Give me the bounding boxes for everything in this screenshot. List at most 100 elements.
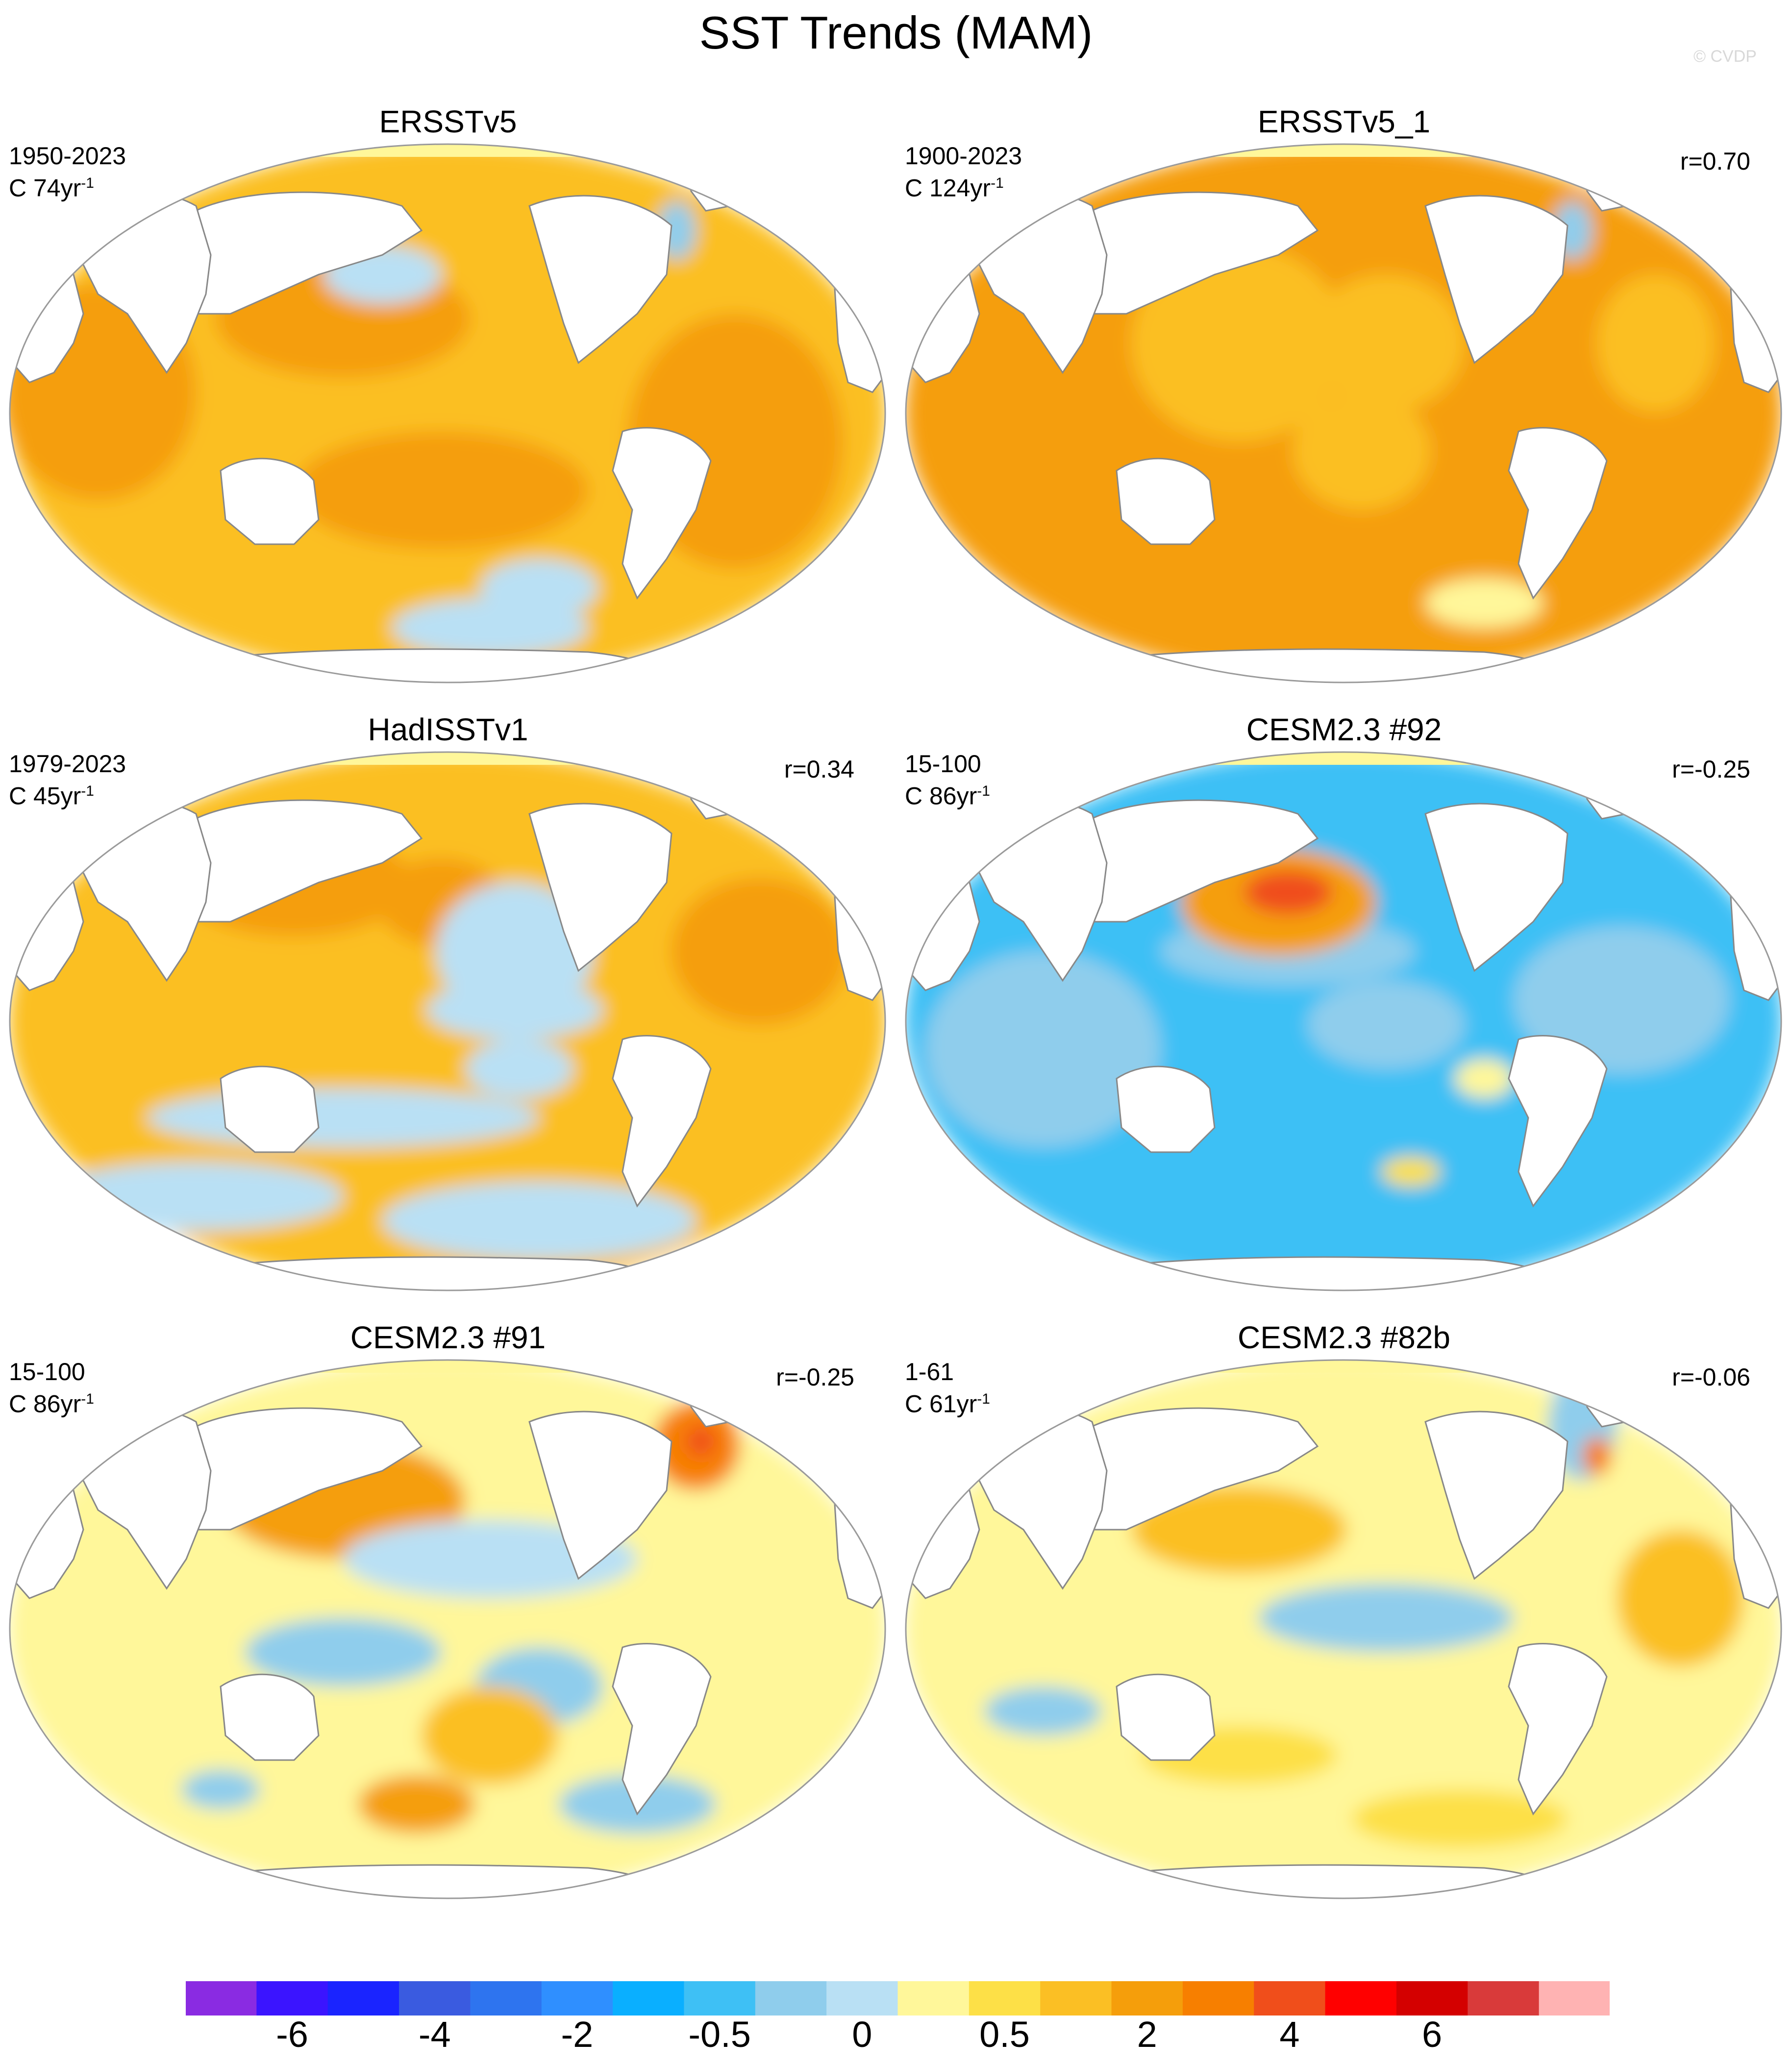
- colorbar-tick-label: -4: [418, 2014, 451, 2055]
- pattern-correlation: r=0.34: [784, 756, 854, 783]
- colorbar-tick-label: -0.5: [688, 2014, 751, 2055]
- arctic-sea-ice-region: [10, 1360, 885, 1373]
- colorbar-swatch: [684, 1981, 756, 2016]
- panel-title: CESM2.3 #92: [1246, 712, 1442, 747]
- north-america-landmass: [1424, 1411, 1568, 1580]
- panel-info: 1-61 C 61yr-1: [905, 1358, 990, 1418]
- trend-region: [426, 981, 603, 1039]
- units-label: C 74yr-1: [9, 174, 94, 202]
- pattern-correlation: r=-0.06: [1672, 1363, 1750, 1391]
- trend-region: [1308, 981, 1465, 1069]
- panel-title: ERSSTv5_1: [1257, 104, 1431, 139]
- north-america-landmass: [528, 1411, 672, 1580]
- colorbar-tick-label: -6: [276, 2014, 308, 2055]
- north-america-landmass: [1424, 195, 1568, 364]
- figure-title: SST Trends (MAM): [699, 7, 1093, 58]
- colorbar-tick-label: 2: [1137, 2014, 1157, 2055]
- colorbar-swatches: [185, 1980, 1611, 2016]
- colorbar-swatch: [613, 1981, 684, 2016]
- colorbar-swatch: [1182, 1981, 1254, 2016]
- arctic-sea-ice-region: [10, 144, 885, 157]
- eurasia-landmass: [175, 799, 423, 923]
- pattern-correlation: r=0.70: [1680, 148, 1750, 175]
- colorbar-swatch: [1539, 1981, 1611, 2016]
- south-america-landmass: [612, 427, 712, 600]
- australia-landmass: [1116, 1673, 1216, 1761]
- eurasia-landmass: [1071, 799, 1319, 923]
- colorbar-swatch: [1111, 1981, 1183, 2016]
- north-america-landmass: [1424, 803, 1568, 972]
- colorbar-swatch: [399, 1981, 471, 2016]
- trend-region: [1455, 1059, 1514, 1098]
- panel-info: 15-100 C 86yr-1: [905, 750, 990, 810]
- trend-region: [925, 951, 1161, 1147]
- arctic-sea-ice-region: [906, 752, 1781, 765]
- colorbar-swatch: [1040, 1981, 1112, 2016]
- south-america-landmass: [612, 1643, 712, 1815]
- trend-region: [1352, 1789, 1568, 1848]
- australia-landmass: [220, 1065, 320, 1153]
- trend-region: [672, 878, 848, 1025]
- colorbar-swatch: [256, 1981, 328, 2016]
- trend-region: [245, 1618, 441, 1687]
- trend-region: [480, 559, 598, 618]
- trend-region: [1244, 870, 1332, 914]
- trend-region: [686, 1427, 716, 1456]
- north-america-landmass: [528, 195, 672, 364]
- panel-info: 1979-2023 C 45yr-1: [9, 750, 126, 810]
- south-america-landmass: [612, 1035, 712, 1208]
- panel-title: HadISSTv1: [368, 712, 528, 747]
- trend-region: [1597, 275, 1715, 412]
- colorbar-swatch: [826, 1981, 898, 2016]
- south-america-landmass: [1508, 427, 1608, 600]
- map-panel: CESM2.3 #82b 1-61 C 61yr-1 r=-0.06: [896, 1216, 1792, 1899]
- north-america-landmass: [528, 803, 672, 972]
- australia-landmass: [1116, 457, 1216, 545]
- units-label: C 86yr-1: [905, 782, 990, 810]
- map-border: [9, 143, 886, 683]
- colorbar-swatch: [1254, 1981, 1326, 2016]
- panel-info: 1950-2023 C 74yr-1: [9, 142, 126, 202]
- period-label: 1950-2023: [9, 142, 126, 170]
- map-panel: CESM2.3 #92 15-100 C 86yr-1 r=-0.25: [896, 608, 1792, 1291]
- map-border: [905, 143, 1782, 683]
- eurasia-landmass: [175, 191, 423, 315]
- colorbar-tick-label: 4: [1279, 2014, 1300, 2055]
- colorbar-swatch: [1468, 1981, 1540, 2016]
- trend-region: [1259, 1584, 1514, 1652]
- trend-region: [466, 1039, 573, 1098]
- period-label: 15-100: [905, 750, 981, 778]
- colorbar-swatch: [327, 1981, 399, 2016]
- map-panel: CESM2.3 #91 15-100 C 86yr-1 r=-0.25: [0, 1216, 896, 1899]
- arctic-sea-ice-region: [906, 1360, 1781, 1373]
- arctic-sea-ice-region: [906, 144, 1781, 157]
- map-border: [9, 751, 886, 1291]
- trend-region: [1131, 1486, 1347, 1574]
- units-label: C 45yr-1: [9, 782, 94, 810]
- trend-region: [1131, 245, 1347, 441]
- panel-info: 1900-2023 C 124yr-1: [905, 142, 1022, 202]
- pattern-correlation: r=-0.25: [776, 1363, 854, 1391]
- sst-trend-map: [905, 751, 1782, 1291]
- trend-region: [422, 1687, 559, 1785]
- panel-title: CESM2.3 #91: [350, 1320, 546, 1355]
- map-border: [905, 751, 1782, 1291]
- panel-info: 15-100 C 86yr-1: [9, 1358, 94, 1418]
- colorbar-swatch: [969, 1981, 1041, 2016]
- sst-trend-map: [9, 1359, 886, 1899]
- map-panel: ERSSTv5 1950-2023 C 74yr-1: [0, 0, 896, 683]
- colorbar-tick-label: 6: [1422, 2014, 1443, 2055]
- colorbar-swatch: [897, 1981, 970, 2016]
- eurasia-landmass: [1071, 191, 1319, 315]
- sst-trend-map: [9, 751, 886, 1291]
- south-america-landmass: [1508, 1643, 1608, 1815]
- trend-region: [1293, 392, 1430, 510]
- trend-region: [358, 1775, 475, 1834]
- trend-region: [1381, 1157, 1440, 1186]
- colorbar-swatch: [470, 1981, 542, 2016]
- map-panel: ERSSTv5_1 1900-2023 C 124yr-1 r=0.70: [896, 0, 1792, 683]
- sst-trend-map: [9, 143, 886, 683]
- sst-trend-map: [905, 1359, 1782, 1899]
- period-label: 1-61: [905, 1358, 954, 1386]
- panel-title: CESM2.3 #82b: [1237, 1320, 1451, 1355]
